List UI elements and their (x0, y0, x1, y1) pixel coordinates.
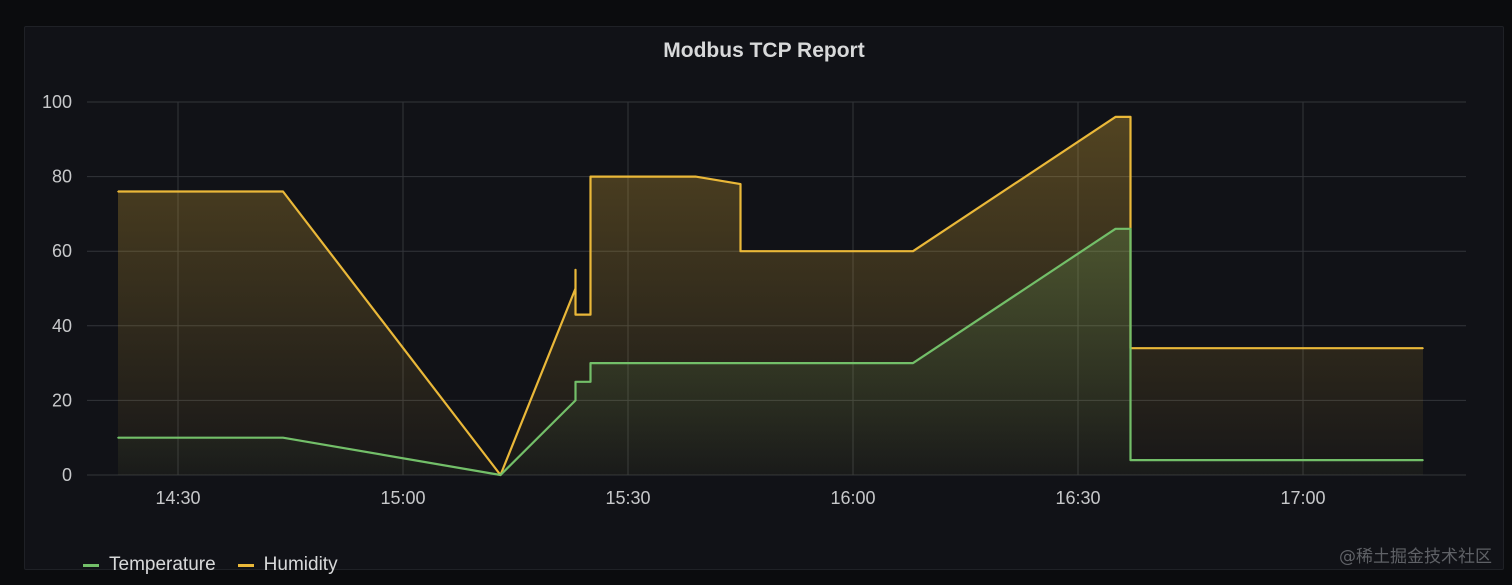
legend-item-temperature[interactable]: Temperature (83, 554, 216, 576)
data-point-humidity (1129, 116, 1132, 118)
x-tick-label: 15:00 (380, 488, 425, 508)
data-point-humidity (1422, 347, 1424, 349)
data-point-temperature (1129, 459, 1132, 461)
x-tick-label: 15:30 (605, 488, 650, 508)
data-point-humidity (589, 313, 592, 316)
legend-label-temperature: Temperature (109, 554, 216, 575)
data-point-humidity (282, 190, 284, 193)
line-chart: 0 20 40 60 80 100 14:30 15:00 15:30 16:00 16:30 17… (42, 92, 1466, 508)
data-point-humidity (574, 287, 577, 290)
data-point-humidity (589, 175, 592, 178)
data-point-temperature (574, 399, 577, 402)
data-point-humidity (574, 269, 577, 271)
y-axis: 0 20 40 60 80 100 (42, 92, 72, 485)
panel-title[interactable]: Modbus TCP Report (663, 39, 865, 62)
watermark: @稀土掘金技术社区 (1339, 547, 1492, 567)
legend-swatch-temperature (83, 563, 99, 567)
data-point-humidity (739, 250, 742, 252)
series-line-humidity (118, 115, 1423, 477)
legend-swatch-humidity (237, 563, 254, 567)
data-point-humidity (574, 313, 577, 316)
y-tick-label: 60 (52, 241, 72, 261)
x-tick-label: 16:30 (1055, 488, 1100, 508)
x-axis: 14:30 15:00 15:30 16:00 16:30 17:00 (155, 488, 1325, 508)
data-point-humidity (117, 190, 119, 193)
legend: Temperature Humidity (83, 554, 338, 576)
y-tick-label: 20 (52, 390, 72, 410)
data-point-temperature (1422, 459, 1424, 461)
y-tick-label: 80 (52, 167, 72, 187)
data-point-humidity (1114, 116, 1117, 118)
series-line-temperature (118, 227, 1423, 477)
x-tick-label: 14:30 (155, 488, 200, 508)
data-point-temperature (117, 436, 119, 439)
y-tick-label: 40 (52, 316, 72, 336)
data-point-temperature (282, 436, 284, 439)
data-point-temperature (912, 362, 914, 364)
x-tick-label: 16:00 (830, 488, 875, 508)
data-point-humidity (912, 250, 914, 252)
y-tick-label: 100 (42, 92, 72, 112)
data-point-temperature (589, 380, 592, 383)
chart-panel: Modbus TCP Report 0 20 40 60 80 100 14:30 15:0… (24, 26, 1504, 575)
data-point-humidity (694, 175, 697, 178)
data-point-temperature (1114, 228, 1117, 230)
series-layer (117, 115, 1424, 477)
data-point-temperature (1129, 228, 1132, 230)
data-point-temperature (499, 474, 502, 476)
data-point-temperature (589, 362, 592, 364)
x-tick-label: 17:00 (1280, 488, 1325, 508)
y-tick-label: 0 (62, 465, 72, 485)
series-area-temperature (118, 228, 1423, 475)
data-point-temperature (574, 380, 577, 383)
data-point-humidity (739, 183, 742, 185)
legend-item-humidity[interactable]: Humidity (237, 554, 338, 576)
legend-label-humidity: Humidity (263, 554, 338, 575)
